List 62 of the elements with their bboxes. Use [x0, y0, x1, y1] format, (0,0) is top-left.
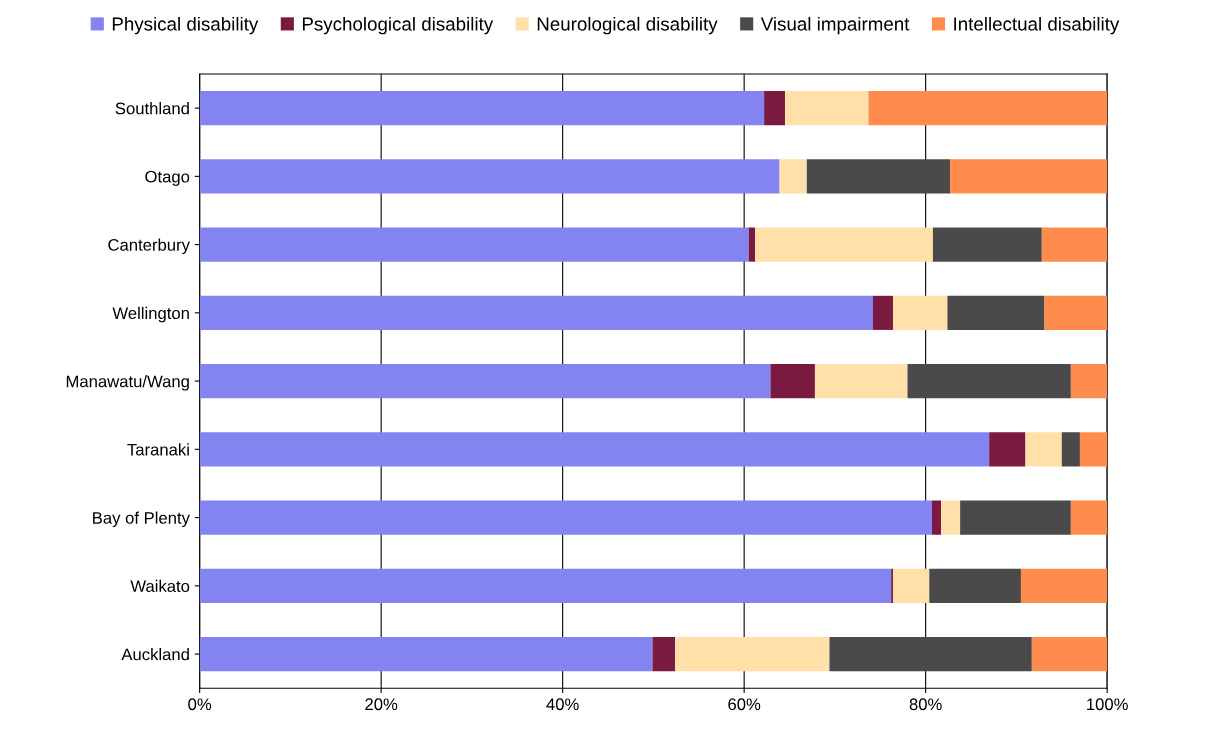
bar	[770, 364, 815, 399]
bar	[764, 91, 785, 126]
x-tick-label: 0%	[188, 698, 212, 711]
bar	[806, 159, 951, 194]
y-tick-label: Bay of Plenty	[93, 511, 190, 528]
bar	[755, 227, 933, 262]
bar	[892, 568, 930, 603]
bar	[929, 568, 1021, 603]
bar	[779, 159, 807, 194]
bar	[652, 637, 676, 672]
x-tick-label: 100%	[1087, 698, 1128, 711]
y-tick-label: Canterbury	[108, 238, 190, 255]
legend-label: Psychological disability	[302, 16, 494, 35]
x-tick-label: 80%	[909, 698, 942, 711]
bar	[199, 91, 765, 126]
y-tick-label: Auckland	[121, 648, 189, 661]
bar	[784, 91, 869, 126]
y-tick-label: Southland	[115, 102, 189, 115]
bar	[950, 159, 1108, 194]
x-tick-label: 60%	[728, 698, 761, 711]
bar	[873, 295, 893, 330]
bar	[1041, 227, 1108, 262]
bar	[941, 500, 961, 535]
bar	[199, 432, 990, 467]
bar	[199, 500, 932, 535]
y-tick-label: Wellington	[112, 306, 189, 323]
legend-label: Neurological disability	[537, 16, 718, 35]
y-tick-label: Taranaki	[127, 443, 189, 456]
bar	[932, 227, 1042, 262]
bar	[1020, 568, 1108, 603]
bar	[868, 91, 1108, 126]
x-tick-label: 40%	[546, 698, 579, 711]
bar	[1044, 295, 1108, 330]
legend-label: Visual impairment	[760, 16, 910, 35]
legend-label: Physical disability	[112, 16, 259, 35]
bar	[199, 364, 771, 399]
bar	[199, 568, 892, 603]
bar	[907, 364, 1071, 399]
bar	[675, 637, 830, 672]
bar	[1070, 500, 1108, 535]
bar	[1061, 432, 1080, 467]
bar	[947, 295, 1045, 330]
bar	[829, 637, 1032, 672]
y-tick-label: Manawatu/Wang	[66, 375, 189, 391]
bar	[960, 500, 1071, 535]
y-tick-label: Otago	[145, 170, 190, 186]
x-tick-label: 20%	[365, 698, 398, 711]
bar	[1070, 364, 1108, 399]
bar	[748, 227, 756, 262]
bar	[814, 364, 908, 399]
bar	[1025, 432, 1062, 467]
bar	[1031, 637, 1108, 672]
bar	[932, 500, 942, 535]
legend-label: Intellectual disability	[954, 16, 1120, 35]
bar	[989, 432, 1026, 467]
bar	[199, 227, 749, 262]
bar	[199, 159, 780, 194]
bar	[892, 295, 948, 330]
bar	[199, 637, 653, 672]
y-tick-label: Waikato	[130, 579, 190, 593]
bar	[1079, 432, 1108, 467]
bar	[199, 295, 874, 330]
